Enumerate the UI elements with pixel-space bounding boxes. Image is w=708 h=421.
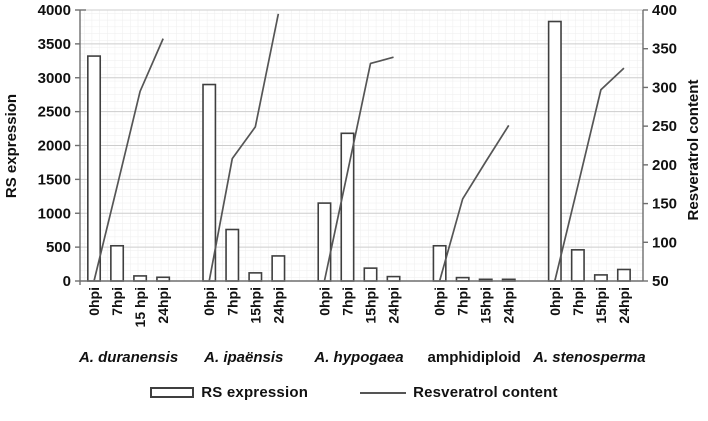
x-tick-label-24hpi: 24hpi	[501, 287, 517, 324]
x-tick-label-24hpi: 24hpi	[270, 287, 286, 324]
left-tick-label: 0	[63, 273, 71, 290]
right-tick-label: 400	[652, 2, 677, 19]
bar-A. hypogaea-0hpi	[317, 202, 332, 282]
bar-A. ipaënsis-0hpi	[202, 83, 217, 282]
x-tick-label-0hpi: 0hpi	[86, 287, 102, 316]
x-tick-label-15 hpi: 15 hpi	[132, 287, 148, 327]
x-tick-label-24hpi: 24hpi	[616, 287, 632, 324]
group-label-A. stenosperma: A. stenosperma	[532, 349, 646, 366]
x-tick-label-7hpi: 7hpi	[109, 287, 125, 316]
legend-label: RS expression	[201, 384, 309, 401]
legend-label: Resveratrol content	[413, 384, 558, 401]
bar-A. stenosperma-24hpi	[616, 268, 631, 282]
right-tick-label: 150	[652, 196, 677, 213]
line-swatch-icon	[360, 391, 407, 394]
x-tick-label-0hpi: 0hpi	[201, 287, 217, 316]
x-tick-label-15hpi: 15hpi	[363, 287, 379, 324]
x-tick-label-7hpi: 7hpi	[339, 287, 355, 316]
x-tick-label-7hpi: 7hpi	[455, 287, 471, 316]
resveratrol-line-amphidiploid	[438, 124, 510, 282]
right-tick-label: 100	[652, 234, 677, 251]
right-tick-label: 350	[652, 41, 677, 58]
x-tick-label-0hpi: 0hpi	[316, 287, 332, 316]
x-tick-label-15hpi: 15hpi	[593, 287, 609, 324]
right-tick-label: 300	[652, 79, 677, 96]
x-tick-label-7hpi: 7hpi	[570, 287, 586, 316]
group-label-A. ipaënsis: A. ipaënsis	[203, 349, 283, 366]
resveratrol-line-A. hypogaea	[323, 56, 394, 282]
bar-A. stenosperma-15hpi	[593, 274, 608, 282]
bar-swatch-icon	[150, 387, 195, 398]
right-tick-label: 200	[652, 157, 677, 174]
legend-item-rs-expression: RS expression	[150, 384, 308, 401]
left-tick-label: 1500	[38, 171, 71, 188]
bar-A. ipaënsis-7hpi	[225, 228, 240, 282]
left-tick-label: 500	[46, 239, 71, 256]
left-tick-label: 1000	[38, 205, 71, 222]
x-tick-label-0hpi: 0hpi	[432, 287, 448, 316]
group-label-A. duranensis: A. duranensis	[78, 349, 178, 366]
legend-item-resveratrol-content: Resveratrol content	[360, 384, 558, 401]
bar-A. stenosperma-0hpi	[547, 20, 562, 282]
left-tick-label: 3500	[38, 36, 71, 53]
chart-legend: RS expression Resveratrol content	[0, 384, 708, 401]
x-tick-label-24hpi: 24hpi	[386, 287, 402, 324]
bar-A. duranensis-7hpi	[110, 244, 125, 282]
bar-A. stenosperma-7hpi	[570, 249, 585, 282]
bar-A. ipaënsis-24hpi	[271, 255, 286, 282]
x-tick-label-0hpi: 0hpi	[547, 287, 563, 316]
x-tick-label-15hpi: 15hpi	[478, 287, 494, 324]
group-label-amphidiploid: amphidiploid	[428, 349, 521, 366]
resveratrol-line-A. ipaënsis	[208, 13, 280, 282]
left-tick-label: 2000	[38, 138, 71, 155]
bar-A. ipaënsis-15hpi	[248, 272, 263, 282]
left-axis-title: RS expression	[3, 94, 20, 198]
x-tick-label-7hpi: 7hpi	[224, 287, 240, 316]
resveratrol-line-A. stenosperma	[553, 67, 625, 282]
group-label-A. hypogaea: A. hypogaea	[313, 349, 403, 366]
right-tick-label: 50	[652, 273, 669, 290]
right-axis-title: Resveratrol content	[685, 80, 702, 221]
right-tick-label: 250	[652, 118, 677, 135]
left-tick-label: 4000	[38, 2, 71, 19]
bar-A. hypogaea-15hpi	[363, 267, 378, 282]
x-tick-label-15hpi: 15hpi	[247, 287, 263, 324]
resveratrol-line-A. duranensis	[93, 38, 164, 282]
x-tick-label-24hpi: 24hpi	[155, 287, 171, 324]
left-tick-label: 2500	[38, 104, 71, 121]
bar-A. duranensis-0hpi	[87, 55, 102, 282]
bar-A. duranensis-15 hpi	[133, 275, 148, 282]
left-tick-label: 3000	[38, 70, 71, 87]
